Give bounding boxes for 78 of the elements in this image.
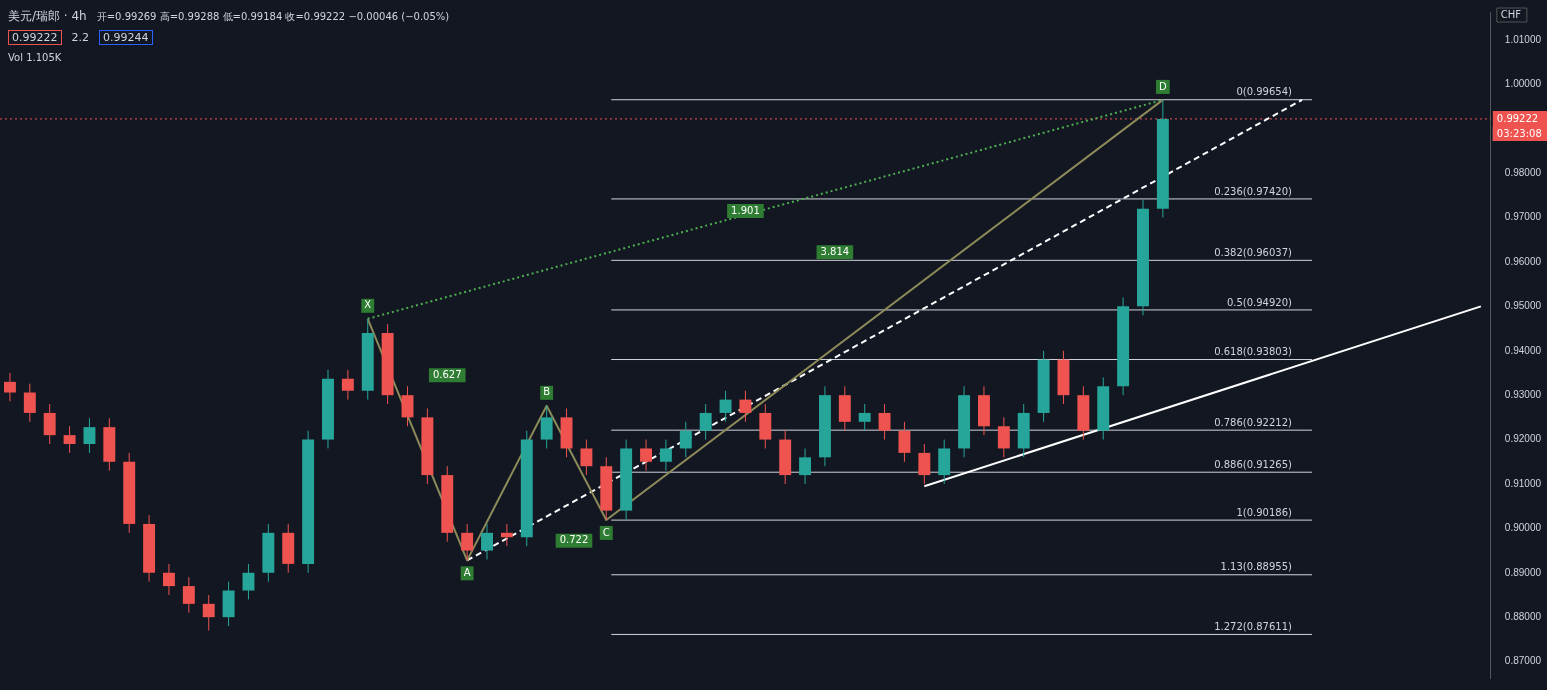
- candlestick: [1037, 350, 1050, 423]
- ref-line-label: 0.886(0.91265): [1214, 458, 1293, 470]
- ref-line-label: 1.13(0.88955): [1220, 561, 1293, 573]
- y-tick-label: 0.92000: [1504, 433, 1542, 445]
- annotation: 2.2: [71, 31, 89, 44]
- y-tick-label: 0.89000: [1504, 566, 1542, 578]
- candlestick: [620, 439, 633, 520]
- data-label: D: [1159, 80, 1168, 92]
- annotation: Vol 1.105K: [8, 51, 63, 65]
- y-tick-label: 0.87000: [1504, 655, 1542, 667]
- candlestick: [699, 403, 712, 441]
- candlestick: [938, 439, 951, 485]
- ref-line-label: 0.99222: [1496, 112, 1539, 124]
- y-tick-label: 0.97000: [1504, 211, 1542, 223]
- candlestick: [759, 403, 772, 449]
- ref-line-label: 0(0.99654): [1236, 86, 1293, 98]
- text: 03:23:08: [1496, 127, 1542, 139]
- ref-line-label: 1(0.90186): [1236, 506, 1293, 518]
- ref-line-label: 0.382(0.96037): [1214, 246, 1293, 258]
- candlestick: [858, 403, 871, 432]
- annotation: 3.814: [820, 245, 850, 257]
- data-label: B: [543, 386, 551, 398]
- annotation: 1.901: [731, 204, 760, 216]
- candlestick: [878, 403, 891, 441]
- candlestick: [202, 594, 215, 631]
- annotation: 0.722: [559, 534, 589, 546]
- candlestick: [222, 581, 235, 627]
- y-tick-label: 0.91000: [1504, 477, 1542, 489]
- annotation: 0.99222: [8, 30, 62, 45]
- y-tick-label: 0.88000: [1504, 610, 1542, 622]
- candlestick: [600, 456, 613, 521]
- y-tick-label: 0.93000: [1504, 388, 1542, 400]
- candlestick: [1097, 376, 1110, 441]
- candlestick: [779, 430, 792, 485]
- chart-title: 美元/瑞郎 · 4h: [8, 9, 87, 23]
- candlestick: [361, 318, 374, 401]
- chart-subtitle: 开=0.99269 高=0.99288 低=0.99184 收=0.99222 −0.00046 (−0.05%): [96, 11, 450, 22]
- y-tick-label: 0.96000: [1504, 255, 1542, 267]
- candlestick: [997, 416, 1010, 458]
- candlestick: [838, 385, 851, 432]
- y-tick-label: 1.01000: [1504, 33, 1542, 45]
- candlestick: [898, 421, 911, 463]
- candlestick: [103, 417, 116, 472]
- candlestick: [540, 405, 553, 449]
- candlestick: [421, 407, 434, 485]
- y-tick-label: 0.95000: [1504, 300, 1542, 312]
- candlestick: [739, 390, 752, 423]
- data-label: A: [463, 566, 471, 578]
- y-tick-label: 1.00000: [1504, 78, 1542, 90]
- candlestick: [123, 452, 136, 534]
- data-label: X: [364, 299, 372, 311]
- ref-line-label: 0.786(0.92212): [1214, 416, 1293, 428]
- ref-line-label: 0.618(0.93803): [1214, 346, 1293, 358]
- y-tick-label: 0.90000: [1504, 522, 1542, 534]
- data-label: C: [602, 526, 610, 538]
- ref-line-label: 0.5(0.94920): [1226, 296, 1293, 308]
- candlestick: [719, 390, 732, 423]
- candlestick: [441, 465, 454, 543]
- y-tick-label: 0.94000: [1504, 344, 1542, 356]
- candlestick: [580, 439, 593, 476]
- annotation: 0.99244: [99, 30, 153, 45]
- candlestick: [262, 523, 275, 583]
- candlestick: [23, 383, 36, 423]
- candlestick: [520, 430, 533, 547]
- annotation: 0.627: [432, 368, 462, 380]
- candlestick: [43, 403, 56, 445]
- text: CHF: [1500, 8, 1522, 20]
- candlestick: [63, 425, 76, 454]
- ref-line-label: 1.272(0.87611): [1214, 621, 1293, 633]
- candlestick: [1017, 403, 1030, 458]
- candlestick: [83, 417, 96, 454]
- y-tick-label: 0.98000: [1504, 166, 1542, 178]
- candlestick: [1077, 385, 1090, 441]
- candlestick: [918, 443, 931, 485]
- ref-line-label: 0.236(0.97420): [1214, 185, 1293, 197]
- candlestick: [182, 576, 195, 614]
- candlestick: [282, 523, 295, 574]
- candlestick: [381, 323, 394, 405]
